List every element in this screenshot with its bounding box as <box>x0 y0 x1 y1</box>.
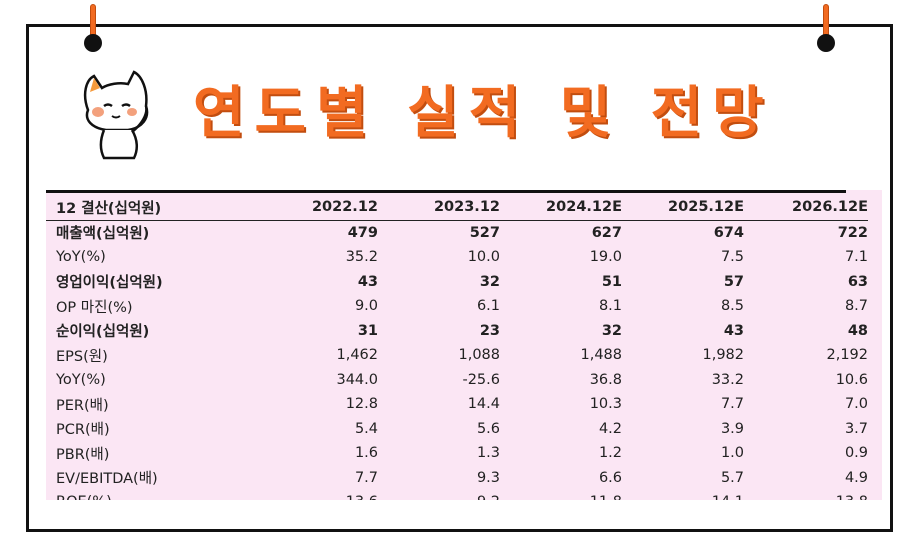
table-row: PER(배) 12.8 14.4 10.3 7.7 7.0 <box>46 392 868 417</box>
table-cell: 13.8 <box>744 490 868 500</box>
table-cell: 9.0 <box>354 298 378 315</box>
table-cell: 10.6 <box>835 371 868 388</box>
table-cell: 527 <box>469 224 500 241</box>
table-row: EPS(원) 1,462 1,088 1,488 1,982 2,192 <box>46 343 868 368</box>
table-cell: 5.7 <box>720 469 744 486</box>
table-cell: 2022.12 <box>256 195 378 221</box>
row-label: EPS(원) <box>56 348 108 365</box>
row-label: YoY(%) <box>56 371 106 388</box>
table-cell: 722 <box>837 224 868 241</box>
table-cell: 1.6 <box>354 445 378 462</box>
table-cell: 11.8 <box>500 490 622 500</box>
table-top-rule <box>46 190 846 193</box>
row-label: PCR(배) <box>56 422 110 439</box>
table-cell: 48 <box>847 322 868 339</box>
table-cell: 6.1 <box>476 298 500 315</box>
table-cell: 2023.12 <box>378 195 500 221</box>
financial-table: 12 결산(십억원) 2022.12 2023.12 2024.12E 2025.12E… <box>46 195 868 500</box>
table-cell: 4.2 <box>598 420 622 437</box>
table-cell: 1.3 <box>476 445 500 462</box>
table-cell: 51 <box>601 273 622 290</box>
table-row: ROE(%)13.69.211.814.113.8 <box>46 490 868 500</box>
table-cell: 32 <box>479 273 500 290</box>
table-cell: 6.6 <box>598 469 622 486</box>
table-row: 순이익(십억원) 31 23 32 43 48 <box>46 319 868 344</box>
table-row: YoY(%) 344.0 -25.6 36.8 33.2 10.6 <box>46 368 868 393</box>
table-cell: 32 <box>601 322 622 339</box>
table-cell: 7.1 <box>844 249 868 266</box>
table-cell: 14.1 <box>622 490 744 500</box>
table-cell: 479 <box>347 224 378 241</box>
table-cell: 1,488 <box>580 347 622 364</box>
table-cell: 7.0 <box>844 396 868 413</box>
table-cell: 7.7 <box>354 469 378 486</box>
table-cell: 35.2 <box>345 249 378 266</box>
table-cell: 2,192 <box>826 347 868 364</box>
table-cell: 5.4 <box>354 420 378 437</box>
row-label: 12 결산(십억원) <box>46 195 256 221</box>
table-row: 영업이익(십억원) 43 32 51 57 63 <box>46 270 868 295</box>
row-label: ROE(%) <box>46 490 256 500</box>
table-cell: 31 <box>357 322 378 339</box>
table-cell: 63 <box>847 273 868 290</box>
table-row: YoY(%) 35.2 10.0 19.0 7.5 7.1 <box>46 245 868 270</box>
table-cell: 23 <box>479 322 500 339</box>
table-cell: -25.6 <box>462 371 500 388</box>
table-cell: 674 <box>713 224 744 241</box>
table-cell: 10.0 <box>467 249 500 266</box>
row-label: 영업이익(십억원) <box>56 275 163 292</box>
row-label: EV/EBITDA(배) <box>56 471 158 488</box>
table-cell: 14.4 <box>467 396 500 413</box>
cat-mascot-icon <box>83 70 149 160</box>
table-cell: 13.6 <box>256 490 378 500</box>
page-title: 연도별 실적 및 전망 <box>193 81 774 146</box>
table-cell: 2024.12E <box>500 195 622 221</box>
table-header-row: 12 결산(십억원) 2022.12 2023.12 2024.12E 2025.12E… <box>46 195 868 221</box>
table-cell: 344.0 <box>336 371 378 388</box>
table-cell: 1,982 <box>702 347 744 364</box>
table-cell: 19.0 <box>589 249 622 266</box>
table-cell: 7.7 <box>720 396 744 413</box>
table-cell: 5.6 <box>476 420 500 437</box>
table-cell: 43 <box>357 273 378 290</box>
row-label: PER(배) <box>56 397 109 414</box>
row-label: OP 마진(%) <box>56 299 133 316</box>
table-cell: 9.3 <box>476 469 500 486</box>
table-cell: 0.9 <box>844 445 868 462</box>
table-cell: 36.8 <box>589 371 622 388</box>
table-row: 매출액(십억원) 479 527 627 674 722 <box>46 220 868 245</box>
table-cell: 627 <box>591 224 622 241</box>
table-row: PBR(배) 1.6 1.3 1.2 1.0 0.9 <box>46 441 868 466</box>
table-cell: 2025.12E <box>622 195 744 221</box>
table-cell: 2026.12E <box>744 195 868 221</box>
table-cell: 3.7 <box>844 420 868 437</box>
table-cell: 43 <box>723 322 744 339</box>
table-cell: 57 <box>723 273 744 290</box>
table-cell: 33.2 <box>711 371 744 388</box>
table-row: PCR(배) 5.4 5.6 4.2 3.9 3.7 <box>46 417 868 442</box>
table-row: EV/EBITDA(배) 7.7 9.3 6.6 5.7 4.9 <box>46 466 868 491</box>
table-cell: 7.5 <box>720 249 744 266</box>
table-cell: 9.2 <box>378 490 500 500</box>
row-label: YoY(%) <box>56 249 106 266</box>
table-cell: 8.7 <box>844 298 868 315</box>
table-cell: 4.9 <box>844 469 868 486</box>
table-cell: 1.2 <box>598 445 622 462</box>
table-row: OP 마진(%) 9.0 6.1 8.1 8.5 8.7 <box>46 294 868 319</box>
row-label: 순이익(십억원) <box>56 324 150 341</box>
financial-table-panel: 12 결산(십억원) 2022.12 2023.12 2024.12E 2025.12E… <box>46 190 882 500</box>
row-label: 매출액(십억원) <box>56 226 150 243</box>
table-cell: 1,462 <box>336 347 378 364</box>
table-cell: 12.8 <box>345 396 378 413</box>
table-cell: 10.3 <box>589 396 622 413</box>
table-cell: 8.5 <box>720 298 744 315</box>
table-cell: 3.9 <box>720 420 744 437</box>
table-cell: 1,088 <box>458 347 500 364</box>
table-cell: 8.1 <box>598 298 622 315</box>
row-label: PBR(배) <box>56 446 110 463</box>
table-cell: 1.0 <box>720 445 744 462</box>
